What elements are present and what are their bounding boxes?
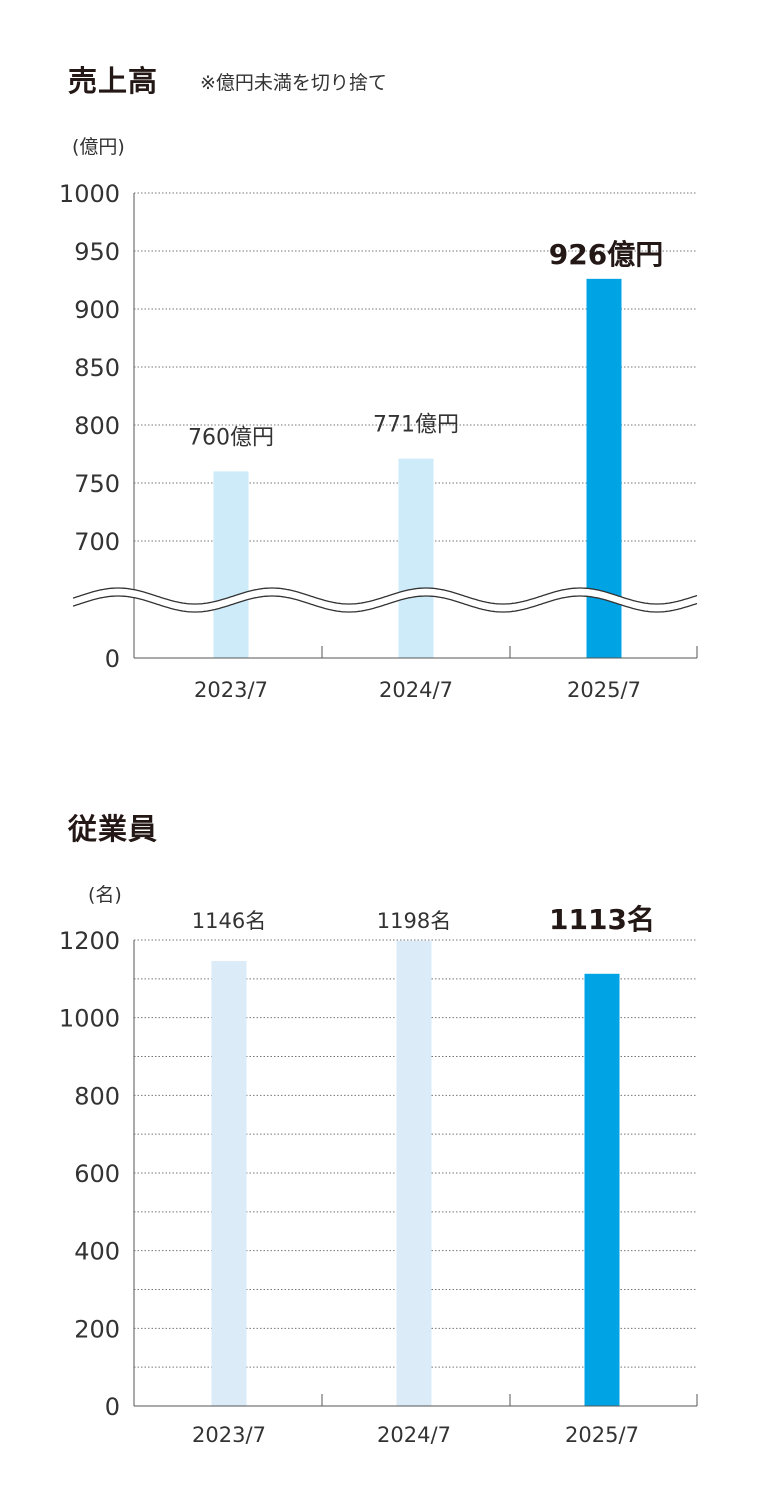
- x-tick-label: 2024/7: [377, 1423, 451, 1447]
- data-label: 1146名: [192, 909, 266, 933]
- bar: [398, 458, 434, 658]
- axis-break-line: [72, 595, 698, 613]
- y-tick-label: 700: [74, 528, 120, 556]
- y-tick-label: 800: [74, 412, 120, 440]
- data-label: 926億円: [549, 238, 663, 271]
- sales-chart: 0 700 750 800 850 900 950 1000 760億円 2023/7 771億円 2…: [59, 180, 699, 702]
- y-tick-label: 600: [74, 1160, 120, 1188]
- y-tick-label: 800: [74, 1082, 120, 1110]
- y-tick-label: 1000: [59, 1005, 120, 1033]
- x-tick-label: 2024/7: [379, 678, 453, 702]
- bar: [213, 471, 249, 658]
- y-tick-label: 0: [105, 645, 120, 673]
- data-label: 1113名: [549, 903, 655, 936]
- sales-title: 売上高: [68, 64, 159, 98]
- y-tick-label: 1200: [59, 927, 120, 955]
- y-tick-label: 750: [74, 470, 120, 498]
- data-label: 1198名: [377, 909, 451, 933]
- x-tick-label: 2025/7: [567, 678, 641, 702]
- y-tick-label: 200: [74, 1315, 120, 1343]
- y-tick-label: 900: [74, 296, 120, 324]
- y-tick-label: 850: [74, 354, 120, 382]
- sales-unit: (億円): [72, 136, 125, 158]
- data-label: 771億円: [373, 413, 459, 438]
- y-tick-label: 400: [74, 1238, 120, 1266]
- y-tick-label: 950: [74, 238, 120, 266]
- employees-unit: (名): [88, 884, 122, 906]
- y-tick-label: 0: [105, 1393, 120, 1421]
- axis-break-line: [72, 587, 698, 605]
- employees-title: 従業員: [68, 812, 159, 846]
- y-tick-label: 1000: [59, 180, 120, 208]
- bar: [584, 973, 620, 1406]
- bar: [396, 940, 432, 1406]
- sales-note: ※億円未満を切り捨て: [200, 72, 387, 94]
- axis-break-band: [71, 588, 699, 612]
- x-tick-label: 2025/7: [565, 1423, 639, 1447]
- bar: [211, 960, 247, 1406]
- x-tick-label: 2023/7: [192, 1423, 266, 1447]
- data-label: 760億円: [188, 425, 274, 450]
- x-tick-label: 2023/7: [194, 678, 268, 702]
